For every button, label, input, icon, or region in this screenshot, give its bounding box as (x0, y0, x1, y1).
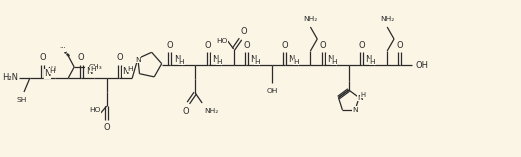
Text: N: N (175, 54, 181, 63)
Text: O: O (281, 41, 288, 49)
Text: O: O (182, 106, 189, 116)
Text: H: H (369, 59, 375, 65)
Text: O: O (320, 41, 327, 49)
Text: N: N (357, 95, 363, 101)
Text: H: H (127, 66, 133, 72)
Text: H₂N: H₂N (2, 73, 18, 82)
Text: ···: ··· (59, 45, 66, 51)
Text: N: N (212, 54, 218, 63)
Text: N: N (47, 68, 54, 76)
Text: N: N (352, 107, 358, 113)
Text: O: O (116, 54, 123, 62)
Text: NH₂: NH₂ (380, 16, 394, 22)
Text: O: O (78, 54, 84, 62)
Text: N: N (122, 68, 129, 76)
Text: NH₂: NH₂ (303, 16, 317, 22)
Text: NH₂: NH₂ (204, 108, 218, 114)
Text: H: H (254, 59, 260, 65)
Text: N: N (250, 54, 256, 63)
Text: O: O (40, 54, 46, 62)
Text: N: N (44, 70, 51, 78)
Text: H: H (361, 92, 366, 98)
Text: N: N (135, 57, 141, 62)
Text: N: N (327, 54, 333, 63)
Text: H: H (49, 68, 55, 74)
Text: O: O (103, 122, 110, 132)
Text: N: N (289, 54, 295, 63)
Text: O: O (240, 27, 247, 36)
Text: OH: OH (266, 88, 278, 94)
Text: H: H (91, 66, 96, 72)
Text: HO: HO (90, 107, 101, 113)
Text: O: O (166, 41, 173, 49)
Text: H: H (51, 66, 56, 72)
Text: H: H (293, 59, 299, 65)
Text: H: H (216, 59, 221, 65)
Text: H: H (179, 59, 184, 65)
Text: SH: SH (17, 97, 27, 103)
Text: CH₃: CH₃ (89, 64, 103, 70)
Text: N: N (86, 68, 92, 76)
Text: O: O (243, 41, 250, 49)
Text: OH: OH (416, 60, 429, 70)
Text: N: N (365, 54, 371, 63)
Text: O: O (358, 41, 365, 49)
Text: H: H (331, 59, 337, 65)
Text: O: O (396, 41, 403, 49)
Text: O: O (205, 41, 212, 49)
Text: HO: HO (216, 38, 228, 44)
